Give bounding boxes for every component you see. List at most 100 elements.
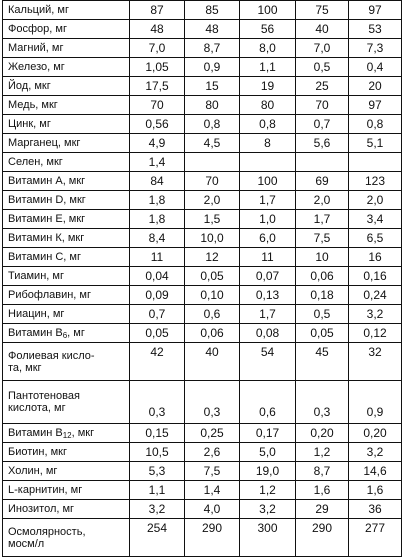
value-cell: 0,17 [239, 423, 296, 443]
row-label: Фолиевая кисло-та, мкг [2, 342, 130, 381]
value-cell: 0,20 [295, 423, 349, 443]
value-cell: 1,1 [239, 57, 296, 77]
row-label: Витамин А, мкг [2, 171, 130, 191]
table-row: Витамин С, мг 11 12 11 10 16 [2, 247, 402, 267]
value-cell: 0,5 [295, 57, 349, 77]
value-cell: 290 [184, 518, 240, 557]
row-label: Биотин, мкг [2, 442, 130, 462]
value-cell: 0,56 [129, 114, 185, 134]
value-cell: 290 [295, 518, 349, 557]
row-label: Магний, мг [2, 38, 130, 58]
row-label: Витамин К, мкг [2, 228, 130, 248]
value-cell: 19,0 [239, 461, 296, 481]
value-cell: 29 [295, 499, 349, 519]
value-cell: 11 [129, 247, 185, 267]
value-cell: 70 [295, 95, 349, 115]
value-cell [295, 152, 349, 172]
value-cell: 8,7 [295, 461, 349, 481]
value-cell: 0,8 [348, 114, 402, 134]
value-cell: 0,3 [129, 380, 185, 424]
value-cell: 1,0 [239, 209, 296, 229]
value-cell: 8 [239, 133, 296, 153]
value-cell: 80 [239, 95, 296, 115]
value-cell: 19 [239, 76, 296, 96]
value-cell: 7,0 [129, 38, 185, 58]
value-cell: 0,13 [239, 285, 296, 305]
value-cell: 97 [348, 0, 402, 20]
value-cell: 0,10 [184, 285, 240, 305]
table-row: Рибофлавин, мг 0,09 0,10 0,13 0,18 0,24 [2, 285, 402, 305]
value-cell: 48 [129, 19, 185, 39]
value-cell: 14,6 [348, 461, 402, 481]
value-cell: 1,2 [239, 480, 296, 500]
value-cell: 0,24 [348, 285, 402, 305]
value-cell: 5,3 [129, 461, 185, 481]
value-cell: 0,06 [184, 323, 240, 343]
value-cell: 1,05 [129, 57, 185, 77]
value-cell: 45 [295, 342, 349, 381]
table-row: Ниацин, мг 0,7 0,6 1,7 0,5 3,2 [2, 304, 402, 324]
value-cell: 0,05 [295, 323, 349, 343]
value-cell: 10,5 [129, 442, 185, 462]
value-cell: 4,9 [129, 133, 185, 153]
row-label: Витамин В6, мг [2, 323, 130, 343]
table-row: Фосфор, мг 48 48 56 40 53 [2, 19, 402, 39]
value-cell: 80 [184, 95, 240, 115]
value-cell: 0,7 [295, 114, 349, 134]
value-cell: 6,0 [239, 228, 296, 248]
value-cell: 85 [184, 0, 240, 20]
table-row: Железо, мг 1,05 0,9 1,1 0,5 0,4 [2, 57, 402, 77]
row-label: Пантотеновая кислота, мг [2, 380, 130, 424]
value-cell: 0,09 [129, 285, 185, 305]
value-cell: 6,5 [348, 228, 402, 248]
value-cell [184, 152, 240, 172]
value-cell: 40 [295, 19, 349, 39]
table-row: Тиамин, мг 0,04 0,05 0,07 0,06 0,16 [2, 266, 402, 286]
value-cell: 1,6 [295, 480, 349, 500]
value-cell: 53 [348, 19, 402, 39]
value-cell: 4,5 [184, 133, 240, 153]
value-cell: 0,6 [239, 380, 296, 424]
value-cell: 1,1 [129, 480, 185, 500]
value-cell: 1,4 [129, 152, 185, 172]
value-cell: 70 [129, 95, 185, 115]
value-cell: 12 [184, 247, 240, 267]
row-label: Витамин Е, мкг [2, 209, 130, 229]
table-row: Медь, мкг 70 80 80 70 97 [2, 95, 402, 115]
value-cell: 2,0 [348, 190, 402, 210]
value-cell: 7,5 [295, 228, 349, 248]
table-row: Витамин D, мкг 1,8 2,0 1,7 2,0 2,0 [2, 190, 402, 210]
table-row: Витамин В12, мкг 0,15 0,25 0,17 0,20 0,20 [2, 423, 402, 443]
table-row: Марганец, мкг 4,9 4,5 8 5,6 5,1 [2, 133, 402, 153]
value-cell: 300 [239, 518, 296, 557]
value-cell: 0,12 [348, 323, 402, 343]
value-cell: 7,5 [184, 461, 240, 481]
value-cell: 11 [239, 247, 296, 267]
value-cell: 0,8 [184, 114, 240, 134]
table-row: Витамин В6, мг 0,05 0,06 0,08 0,05 0,12 [2, 323, 402, 343]
value-cell: 0,9 [348, 380, 402, 424]
value-cell: 54 [239, 342, 296, 381]
row-label: Марганец, мкг [2, 133, 130, 153]
value-cell: 56 [239, 19, 296, 39]
value-cell: 7,3 [348, 38, 402, 58]
value-cell: 0,6 [184, 304, 240, 324]
row-label-line1: Пантотеновая [8, 390, 80, 402]
value-cell: 1,7 [295, 209, 349, 229]
row-label: Ниацин, мг [2, 304, 130, 324]
value-cell: 40 [184, 342, 240, 381]
value-cell: 2,0 [295, 190, 349, 210]
value-cell: 97 [348, 95, 402, 115]
value-cell: 0,8 [239, 114, 296, 134]
value-cell: 0,08 [239, 323, 296, 343]
value-cell: 7,0 [295, 38, 349, 58]
value-cell: 8,0 [239, 38, 296, 58]
row-label-suffix: , мкг [71, 427, 95, 439]
value-cell: 16 [348, 247, 402, 267]
row-label: L-карнитин, мг [2, 480, 130, 500]
value-cell: 1,4 [184, 480, 240, 500]
value-cell: 69 [295, 171, 349, 191]
row-label-prefix: Витамин В [8, 327, 63, 339]
value-cell: 3,2 [348, 442, 402, 462]
value-cell: 2,6 [184, 442, 240, 462]
